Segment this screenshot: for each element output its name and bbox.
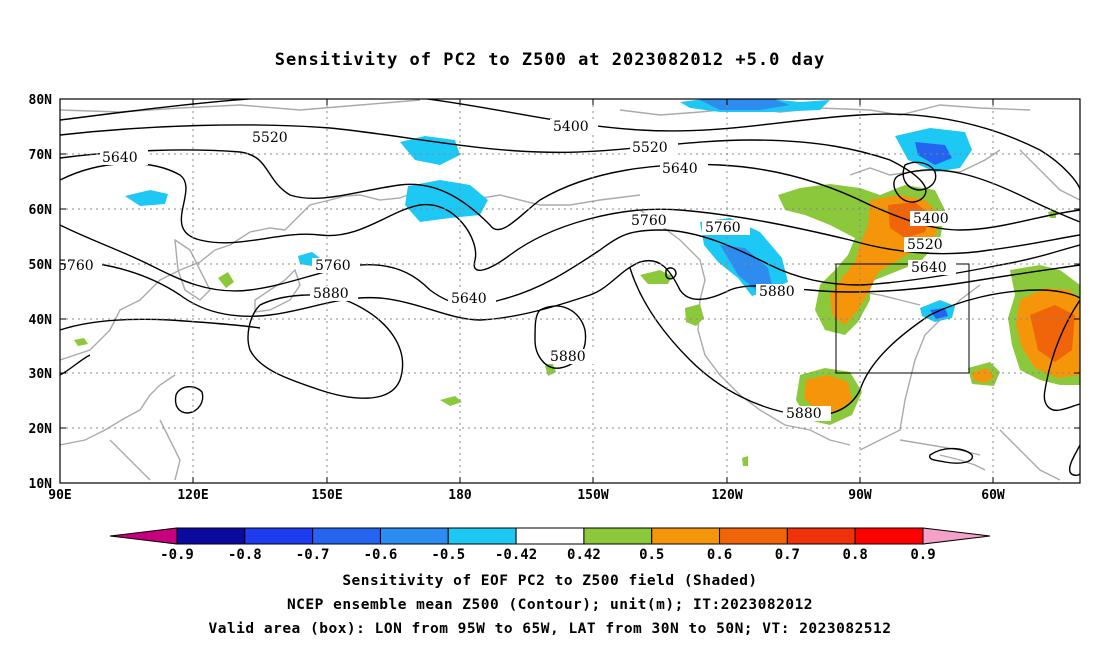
lat-label: 70N [29, 148, 53, 163]
contour-label: 5640 [911, 260, 947, 276]
caption-line-1: Sensitivity of EOF PC2 to Z500 field (Sh… [342, 573, 758, 589]
contour-label: 5760 [631, 213, 667, 229]
lat-label: 80N [29, 93, 53, 108]
colorbar-label: -0.9 [160, 547, 194, 560]
colorbar-label: 0.7 [775, 547, 800, 560]
colorbar-box [379, 527, 449, 545]
lat-label: 30N [29, 367, 53, 382]
contour-label: 5640 [662, 161, 698, 177]
z500-contours [60, 99, 1080, 477]
caption-line-3: Valid area (box): LON from 95W to 65W, L… [208, 621, 892, 637]
colorbar-box [719, 527, 788, 545]
valid-area-box [835, 263, 970, 374]
lat-label: 20N [29, 422, 53, 437]
plot-frame [59, 98, 1081, 484]
contour-label: 5880 [550, 349, 586, 365]
lon-label: 120W [711, 488, 742, 503]
tick-marks [60, 98, 1080, 483]
contour-label: 5880 [786, 406, 822, 422]
colorbar-label: -0.8 [228, 547, 262, 560]
colorbar-label: -0.42 [495, 547, 537, 560]
colorbar-box [447, 527, 517, 545]
lat-label: 40N [29, 313, 53, 328]
contour-label: 5520 [252, 130, 288, 146]
colorbar-label: -0.7 [296, 547, 330, 560]
colorbar-label: 0.8 [843, 547, 868, 560]
colorbar: -0.9 -0.8 -0.7 -0.6 -0.5 -0.42 0.42 0.5 0.6 0.7 0.… [109, 527, 991, 560]
contour-label: 5640 [451, 291, 487, 307]
grid-lines [60, 99, 1080, 483]
contour-label: 5880 [313, 286, 349, 302]
contour-label: 5400 [913, 211, 949, 227]
lon-label: 90E [48, 488, 71, 503]
coastlines [60, 99, 1080, 481]
contour-label: 5520 [907, 237, 943, 253]
colorbar-label: 0.6 [707, 547, 732, 560]
lon-label: 120E [177, 488, 208, 503]
lon-label: 150W [577, 488, 608, 503]
colorbar-label: -0.5 [431, 547, 465, 560]
colorbar-box [244, 527, 314, 545]
longitude-labels: 90E 120E 150E 180 150W 120W 90W 60W [48, 488, 1005, 503]
colorbar-box [312, 527, 381, 545]
contour-label: 5520 [632, 140, 668, 156]
latitude-labels: 80N 70N 60N 50N 40N 30N 20N 10N [29, 93, 53, 492]
lat-label: 10N [29, 477, 53, 492]
colorbar-label: 0.9 [910, 547, 935, 560]
contour-label: 5760 [58, 258, 94, 274]
lat-label: 50N [29, 258, 53, 273]
colorbar-arrow-high [922, 527, 991, 545]
map-title: Sensitivity of PC2 to Z500 at 2023082012… [274, 50, 826, 70]
colorbar-box [854, 527, 924, 545]
lat-label: 60N [29, 203, 53, 218]
colorbar-label: 0.5 [639, 547, 664, 560]
contour-label: 5880 [759, 284, 795, 300]
lon-label: 90W [848, 488, 872, 503]
colorbar-label: 0.42 [567, 547, 601, 560]
lon-label: 150E [311, 488, 342, 503]
colorbar-label: -0.6 [364, 547, 398, 560]
colorbar-box [651, 527, 721, 545]
lon-label: 60W [981, 488, 1005, 503]
contour-label: 5760 [315, 258, 351, 274]
contour-label: 5760 [705, 220, 741, 236]
colorbar-arrow-low [109, 527, 178, 545]
colorbar-box [786, 527, 856, 545]
caption-line-2: NCEP ensemble mean Z500 (Contour); unit(… [286, 597, 814, 613]
contour-label: 5400 [553, 119, 589, 135]
colorbar-box [176, 527, 246, 545]
contour-labels: 5400 5520 5520 5640 5640 5400 5520 5640 … [58, 119, 958, 422]
lon-label: 180 [448, 488, 472, 503]
contour-label: 5640 [102, 150, 138, 166]
sensitivity-map: 5400 5520 5520 5640 5640 5400 5520 5640 … [29, 93, 1081, 560]
colorbar-box [583, 527, 653, 545]
colorbar-box [515, 527, 585, 545]
